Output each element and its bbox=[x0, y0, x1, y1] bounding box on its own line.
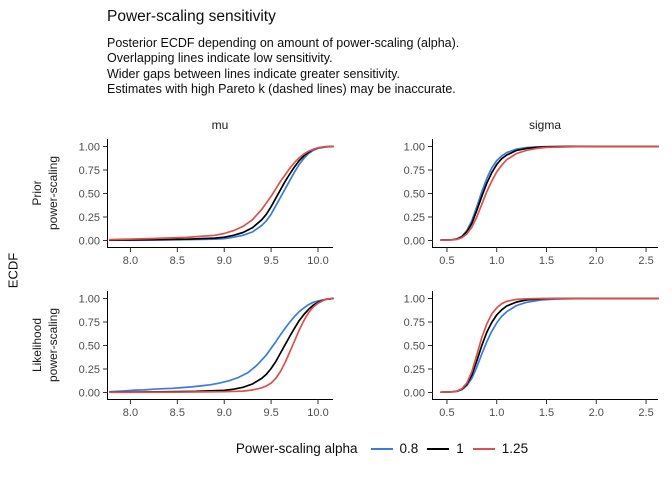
legend-title: Power-scaling alpha bbox=[235, 441, 358, 456]
svg-text:1.00: 1.00 bbox=[404, 293, 425, 305]
svg-text:1.5: 1.5 bbox=[539, 407, 554, 419]
svg-text:0.25: 0.25 bbox=[404, 364, 425, 376]
svg-text:0.00: 0.00 bbox=[79, 235, 100, 247]
strip-line: power-scaling bbox=[46, 307, 60, 383]
y-axis-title: ECDF bbox=[5, 252, 21, 289]
svg-text:1.00: 1.00 bbox=[79, 141, 100, 153]
legend-line-sample-red bbox=[472, 447, 495, 450]
strip-line: Likelihood bbox=[30, 317, 44, 373]
svg-text:2.0: 2.0 bbox=[589, 407, 604, 419]
svg-text:0.25: 0.25 bbox=[79, 212, 100, 224]
svg-text:9.0: 9.0 bbox=[217, 255, 232, 267]
legend-line-sample-black bbox=[427, 447, 450, 450]
svg-text:2.0: 2.0 bbox=[589, 255, 604, 267]
plot-subtitle: Posterior ECDF depending on amount of po… bbox=[107, 36, 459, 97]
svg-text:0.00: 0.00 bbox=[404, 387, 425, 399]
legend-item-label: 1.25 bbox=[501, 441, 529, 456]
svg-text:0.75: 0.75 bbox=[79, 165, 100, 177]
svg-text:2.5: 2.5 bbox=[638, 255, 653, 267]
svg-text:0.5: 0.5 bbox=[439, 255, 454, 267]
subtitle-line: Estimates with high Pareto k (dashed lin… bbox=[107, 81, 456, 96]
svg-text:1.00: 1.00 bbox=[404, 141, 425, 153]
strip-line: power-scaling bbox=[46, 155, 60, 231]
legend: Power-scaling alpha 0.8 1 1.25 bbox=[92, 441, 672, 456]
strip-line: Prior bbox=[30, 180, 44, 206]
svg-text:1.00: 1.00 bbox=[79, 293, 100, 305]
ecdf-panel-mu-likelihood: 0.00 0.25 0.50 0.75 1.00 8.0 8.5 9.0 9.5 10.0 bbox=[79, 291, 334, 419]
ecdf-panel-sigma-likelihood: 0.00 0.25 0.50 0.75 1.00 0.5 1.0 1.5 2.0 2.5 bbox=[404, 291, 659, 419]
svg-text:2.5: 2.5 bbox=[638, 407, 653, 419]
legend-item-label: 1 bbox=[456, 441, 464, 456]
svg-text:0.50: 0.50 bbox=[404, 340, 425, 352]
svg-text:0.75: 0.75 bbox=[404, 317, 425, 329]
svg-text:8.0: 8.0 bbox=[123, 255, 138, 267]
svg-text:0.50: 0.50 bbox=[404, 188, 425, 200]
svg-text:8.5: 8.5 bbox=[170, 255, 185, 267]
svg-text:0.25: 0.25 bbox=[79, 364, 100, 376]
svg-text:0.00: 0.00 bbox=[79, 387, 100, 399]
svg-text:0.50: 0.50 bbox=[79, 340, 100, 352]
facet-label-prior-power-scaling: Prior power-scaling bbox=[29, 138, 63, 248]
svg-text:1.0: 1.0 bbox=[489, 255, 504, 267]
subtitle-line: Overlapping lines indicate low sensitivi… bbox=[107, 51, 333, 66]
subtitle-line: Posterior ECDF depending on amount of po… bbox=[107, 36, 460, 50]
svg-text:1.5: 1.5 bbox=[539, 255, 554, 267]
svg-text:0.25: 0.25 bbox=[404, 212, 425, 224]
svg-text:0.5: 0.5 bbox=[439, 407, 454, 419]
svg-text:9.0: 9.0 bbox=[217, 407, 232, 419]
legend-item-label: 0.8 bbox=[399, 441, 419, 456]
plot-title: Power-scaling sensitivity bbox=[107, 8, 276, 25]
svg-text:9.5: 9.5 bbox=[263, 255, 278, 267]
ecdf-panel-mu-prior: 0.00 0.25 0.50 0.75 1.00 8.0 8.5 9.0 9.5 10.0 bbox=[79, 139, 334, 267]
svg-text:0.00: 0.00 bbox=[404, 235, 425, 247]
facet-label-mu: mu bbox=[211, 118, 229, 132]
ecdf-panel-sigma-prior: 0.00 0.25 0.50 0.75 1.00 0.5 1.0 1.5 2.0 2.5 bbox=[404, 139, 659, 267]
svg-text:1.0: 1.0 bbox=[489, 407, 504, 419]
svg-text:0.75: 0.75 bbox=[79, 317, 100, 329]
subtitle-line: Wider gaps between lines indicate greate… bbox=[107, 66, 400, 81]
legend-item-alpha-1.25: 1.25 bbox=[472, 441, 529, 456]
svg-text:0.75: 0.75 bbox=[404, 165, 425, 177]
facet-label-likelihood-power-scaling: Likelihood power-scaling bbox=[29, 290, 63, 400]
facet-label-sigma: sigma bbox=[528, 118, 561, 132]
svg-text:10.0: 10.0 bbox=[307, 407, 328, 419]
svg-text:8.5: 8.5 bbox=[170, 407, 185, 419]
legend-item-alpha-1: 1 bbox=[427, 441, 464, 456]
svg-text:9.5: 9.5 bbox=[263, 407, 278, 419]
legend-line-sample-blue bbox=[370, 447, 393, 450]
svg-text:10.0: 10.0 bbox=[307, 255, 328, 267]
svg-text:8.0: 8.0 bbox=[123, 407, 138, 419]
legend-item-alpha-0.8: 0.8 bbox=[370, 441, 419, 456]
svg-text:0.50: 0.50 bbox=[79, 188, 100, 200]
